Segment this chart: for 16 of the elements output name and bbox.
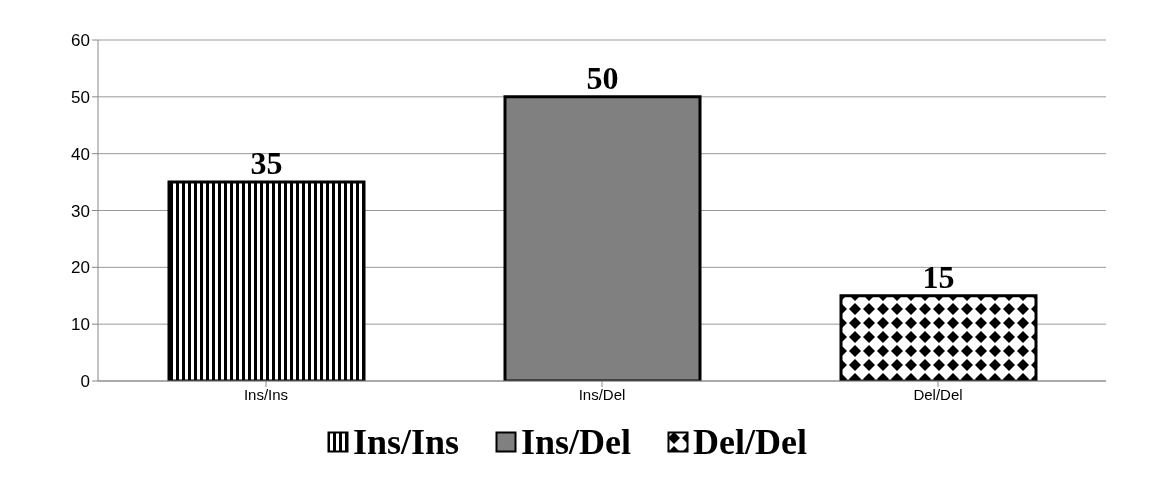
y-tick-label: 30	[71, 201, 90, 221]
data-label: 50	[586, 59, 619, 96]
y-tick-label: 0	[80, 372, 90, 392]
y-tick-label: 40	[71, 144, 90, 164]
data-label: 35	[250, 145, 283, 182]
legend-label: Ins/Ins	[352, 421, 460, 463]
x-tick-label: Ins/Ins	[243, 385, 289, 403]
legend-label: Del/Del	[693, 421, 808, 463]
y-tick-label: 60	[71, 31, 90, 51]
legend-label: Ins/Del	[521, 421, 632, 463]
y-tick-label: 10	[71, 315, 90, 335]
data-label: 15	[922, 258, 955, 295]
x-tick-label: Del/Del	[913, 385, 963, 403]
x-tick-label: Ins/Del	[578, 385, 626, 403]
y-tick-label: 20	[71, 258, 90, 278]
y-tick-label: 50	[71, 87, 90, 107]
